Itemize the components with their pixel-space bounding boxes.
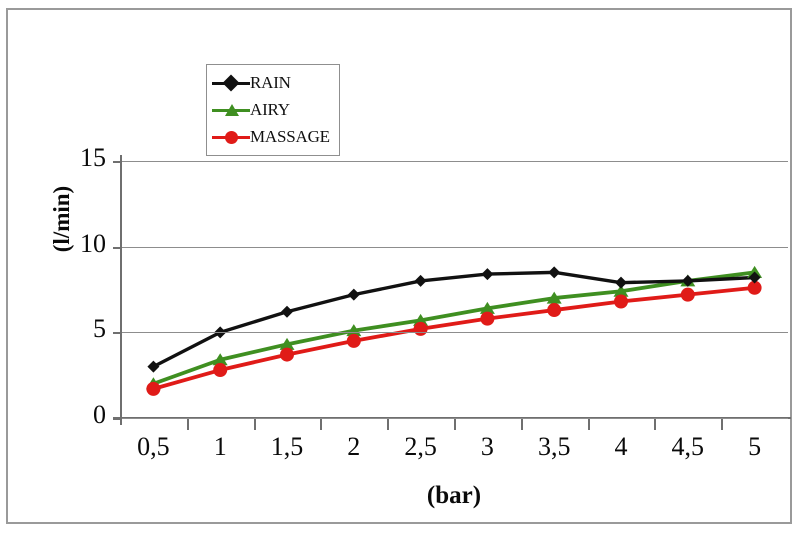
gridline [120, 246, 788, 248]
data-point-rain [414, 274, 427, 287]
data-point-airy [212, 353, 228, 366]
data-point-rain [347, 288, 360, 301]
data-point-airy [613, 284, 629, 297]
data-point-rain [147, 360, 160, 373]
y-tick-mark [113, 332, 122, 335]
gridline [120, 161, 788, 162]
legend-item-rain[interactable]: RAIN [212, 69, 334, 96]
x-tick-mark [320, 419, 323, 430]
data-point-massage [480, 311, 495, 326]
data-point-rain [481, 268, 494, 281]
x-tick-label: 4 [614, 432, 628, 461]
data-point-rain [615, 276, 627, 289]
y-axis-line [120, 155, 122, 425]
data-point-massage [146, 381, 161, 396]
data-point-massage [213, 363, 228, 378]
x-axis-title: (bar) [426, 482, 482, 509]
y-axis-title: (l/min) [49, 185, 74, 253]
data-point-airy [279, 337, 295, 350]
y-tick-label: 0 [93, 400, 106, 429]
series-line-airy [151, 270, 757, 386]
data-point-massage [413, 321, 428, 336]
x-tick-mark [387, 419, 390, 430]
series-line-massage [151, 285, 757, 391]
x-tick-label: 5 [748, 432, 762, 461]
gridline [120, 418, 788, 419]
x-tick-mark [587, 419, 590, 430]
y-tick-label: 5 [93, 314, 106, 344]
data-point-massage [280, 347, 294, 362]
y-tick-mark [113, 161, 122, 163]
data-point-rain [681, 274, 694, 287]
x-tick-mark [454, 419, 456, 430]
legend-marker-circle-icon [212, 128, 250, 146]
legend-item-airy[interactable]: AIRY [212, 96, 334, 123]
data-point-rain [748, 271, 761, 284]
data-point-massage [747, 280, 762, 295]
chart-frame: 0 5 10 15 (l/min) 0,5 1 1,5 2 2,5 3 3,5 4 4,5 5 (bar… [6, 8, 792, 524]
x-tick-label: 0,5 [137, 432, 170, 461]
x-tick-label: 3 [480, 432, 494, 461]
data-point-rain [548, 266, 561, 279]
plot-area [120, 161, 788, 419]
gridline [120, 332, 788, 334]
series-line-rain [151, 270, 757, 369]
data-point-massage [614, 294, 628, 309]
y-tick-mark [113, 246, 122, 249]
legend-item-massage[interactable]: MASSAGE [212, 123, 334, 150]
data-point-massage [547, 303, 562, 318]
x-tick-label: 1 [213, 432, 227, 461]
y-tick-label: 10 [80, 228, 106, 258]
x-tick-mark [520, 419, 523, 430]
x-tick-label: 3,5 [537, 432, 571, 461]
data-point-massage [680, 287, 695, 302]
x-tick-label: 2 [347, 432, 361, 461]
x-tick-mark [654, 419, 657, 430]
data-point-massage [346, 333, 361, 348]
legend-label-massage: MASSAGE [250, 126, 330, 146]
y-tick-label: 15 [80, 143, 106, 172]
data-point-rain [281, 305, 293, 318]
x-tick-label: 4,5 [671, 432, 705, 461]
data-point-airy [413, 313, 429, 326]
y-tick-mark [113, 418, 122, 420]
series-lines [145, 265, 763, 396]
x-tick-label: 2,5 [404, 432, 437, 461]
x-tick-label: 1,5 [270, 432, 304, 461]
x-tick-mark [721, 419, 724, 430]
legend-marker-diamond-icon [212, 74, 250, 92]
legend-marker-triangle-icon [212, 101, 250, 119]
x-tick-mark [253, 419, 256, 430]
chart-legend: RAIN AIRY MASSAGE [206, 64, 340, 156]
y-axis-tick-labels: 0 5 10 15 [48, 10, 106, 533]
legend-label-airy: AIRY [250, 99, 290, 119]
legend-label-rain: RAIN [250, 72, 291, 92]
data-point-airy [546, 291, 562, 304]
data-point-airy [479, 301, 495, 314]
x-tick-mark [186, 419, 189, 430]
